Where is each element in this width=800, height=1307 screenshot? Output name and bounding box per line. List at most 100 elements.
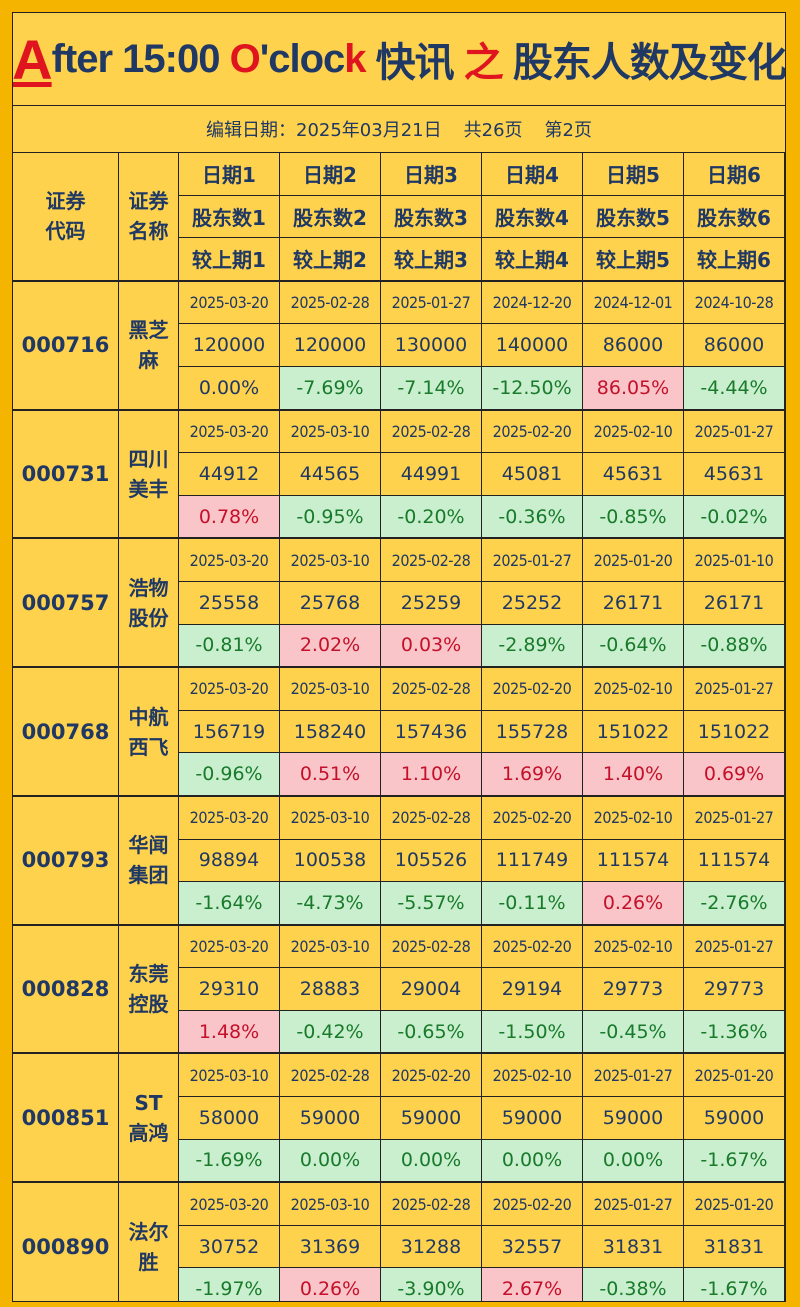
- date-cell: 2025-01-27: [683, 666, 785, 711]
- change-cell: -0.65%: [380, 1009, 482, 1054]
- header-text: 证券代码: [45, 189, 86, 244]
- date-cell: 2025-02-28: [380, 1181, 482, 1226]
- date-cell: 2025-02-28: [380, 666, 482, 711]
- count-cell: 59000: [279, 1096, 381, 1140]
- count-cell: 59000: [683, 1096, 785, 1140]
- stock-name-text: 东莞控股: [128, 962, 169, 1017]
- stock-name: 四川美丰: [118, 409, 179, 539]
- date-cell: 2025-03-10: [178, 1052, 280, 1098]
- change-cell: -1.36%: [683, 1009, 785, 1054]
- subtitle-part: 编辑日期：2025年03月21日: [206, 120, 442, 141]
- change-cell: -1.69%: [178, 1138, 280, 1183]
- count-cell: 111749: [481, 838, 583, 883]
- change-cell: 0.26%: [582, 881, 684, 926]
- date-cell: 2025-02-28: [380, 924, 482, 969]
- data-row: 000757 浩物股份 2025-03-20 2025-03-10 2025-02-28…: [13, 537, 785, 668]
- count-cell: 105526: [380, 838, 482, 883]
- date-cell: 2025-02-10: [582, 924, 684, 969]
- count-cell: 59000: [582, 1096, 684, 1140]
- stock-name: 黑芝麻: [118, 280, 179, 411]
- change-cell: 0.26%: [279, 1267, 381, 1301]
- count-cell: 30752: [178, 1224, 280, 1269]
- data-row: 000768 中航西飞 2025-03-20 2025-03-10 2025-02-28…: [13, 666, 785, 797]
- stock-code: 000768: [13, 666, 119, 797]
- change-cell: -0.96%: [178, 752, 280, 797]
- change-cell: 0.00%: [582, 1138, 684, 1183]
- title-part: O: [229, 36, 261, 81]
- count-cell: 158240: [279, 709, 381, 754]
- date-cell: 2025-03-20: [178, 795, 280, 840]
- count-cell: 31831: [582, 1224, 684, 1269]
- stock-code: 000890: [13, 1181, 119, 1301]
- count-cell: 155728: [481, 709, 583, 754]
- change-cell: -0.20%: [380, 494, 482, 539]
- count-cell: 31831: [683, 1224, 785, 1269]
- header-cell: 证券代码: [13, 151, 119, 282]
- count-cell: 28883: [279, 967, 381, 1011]
- header-cell: 日期5: [582, 152, 684, 196]
- count-cell: 151022: [582, 709, 684, 754]
- title-part: 'cloc: [259, 36, 346, 81]
- data-row: 000716 黑芝麻 2025-03-20 2025-02-28 2025-01-27 2…: [13, 280, 785, 411]
- date-cell: 2025-03-10: [279, 409, 381, 454]
- date-cell: 2024-12-01: [582, 280, 684, 325]
- date-cell: 2025-01-27: [380, 280, 482, 325]
- count-cell: 120000: [279, 323, 381, 367]
- stock-code: 000793: [13, 795, 119, 926]
- count-cell: 32557: [481, 1224, 583, 1269]
- date-cell: 2025-03-20: [178, 409, 280, 454]
- stock-code: 000757: [13, 537, 119, 668]
- stock-name: 法尔胜: [118, 1181, 179, 1301]
- change-cell: 0.00%: [178, 365, 280, 411]
- header-cell: 股东数4: [481, 194, 583, 239]
- subtitle-part: 第2页: [544, 120, 592, 141]
- date-cell: 2025-03-10: [279, 795, 381, 840]
- count-cell: 25768: [279, 580, 381, 625]
- change-cell: 0.69%: [683, 752, 785, 797]
- date-cell: 2025-03-20: [178, 280, 280, 325]
- change-cell: -0.95%: [279, 494, 381, 539]
- data-row: 0.00% -7.69% -7.14% -12.50% 86.05% -4.44%: [13, 365, 785, 411]
- count-cell: 100538: [279, 838, 381, 883]
- count-cell: 111574: [582, 838, 684, 883]
- header-cell: 较上期6: [683, 237, 785, 282]
- date-cell: 2025-03-10: [279, 1181, 381, 1226]
- count-cell: 26171: [683, 580, 785, 625]
- data-row: 000828 东莞控股 2025-03-20 2025-03-10 2025-02-28…: [13, 924, 785, 1054]
- count-cell: 44565: [279, 452, 381, 496]
- date-cell: 2025-02-20: [481, 924, 583, 969]
- date-cell: 2025-01-10: [683, 537, 785, 582]
- date-cell: 2025-02-20: [380, 1052, 482, 1098]
- count-cell: 25558: [178, 580, 280, 625]
- change-cell: 0.51%: [279, 752, 381, 797]
- data-row: 000890 法尔胜 2025-03-20 2025-03-10 2025-02-28 2…: [13, 1181, 785, 1301]
- header-row: 较上期1 较上期2 较上期3 较上期4 较上期5 较上期6: [13, 237, 785, 282]
- data-row: 000793 华闻集团 2025-03-20 2025-03-10 2025-02-28…: [13, 795, 785, 926]
- header-cell: 日期3: [380, 152, 482, 196]
- date-cell: 2025-03-20: [178, 924, 280, 969]
- date-cell: 2025-02-10: [582, 795, 684, 840]
- date-cell: 2025-02-28: [380, 409, 482, 454]
- date-cell: 2025-02-10: [582, 409, 684, 454]
- change-cell: 0.00%: [380, 1138, 482, 1183]
- change-cell: -5.57%: [380, 881, 482, 926]
- stock-name-text: 黑芝麻: [128, 318, 169, 373]
- change-cell: 86.05%: [582, 365, 684, 411]
- change-cell: -0.85%: [582, 494, 684, 539]
- count-cell: 44912: [178, 452, 280, 496]
- data-row: 98894 100538 105526 111749 111574 111574: [13, 838, 785, 883]
- change-cell: -4.44%: [683, 365, 785, 411]
- change-cell: 0.78%: [178, 494, 280, 539]
- change-cell: -3.90%: [380, 1267, 482, 1301]
- date-cell: 2025-03-10: [279, 537, 381, 582]
- data-row: 156719 158240 157436 155728 151022 151022: [13, 709, 785, 754]
- header-cell: 股东数2: [279, 194, 381, 239]
- stock-name-text: 华闻集团: [128, 833, 169, 888]
- count-cell: 29194: [481, 967, 583, 1011]
- change-cell: -0.36%: [481, 494, 583, 539]
- date-cell: 2025-01-27: [683, 795, 785, 840]
- date-cell: 2025-03-20: [178, 537, 280, 582]
- change-cell: 2.02%: [279, 623, 381, 668]
